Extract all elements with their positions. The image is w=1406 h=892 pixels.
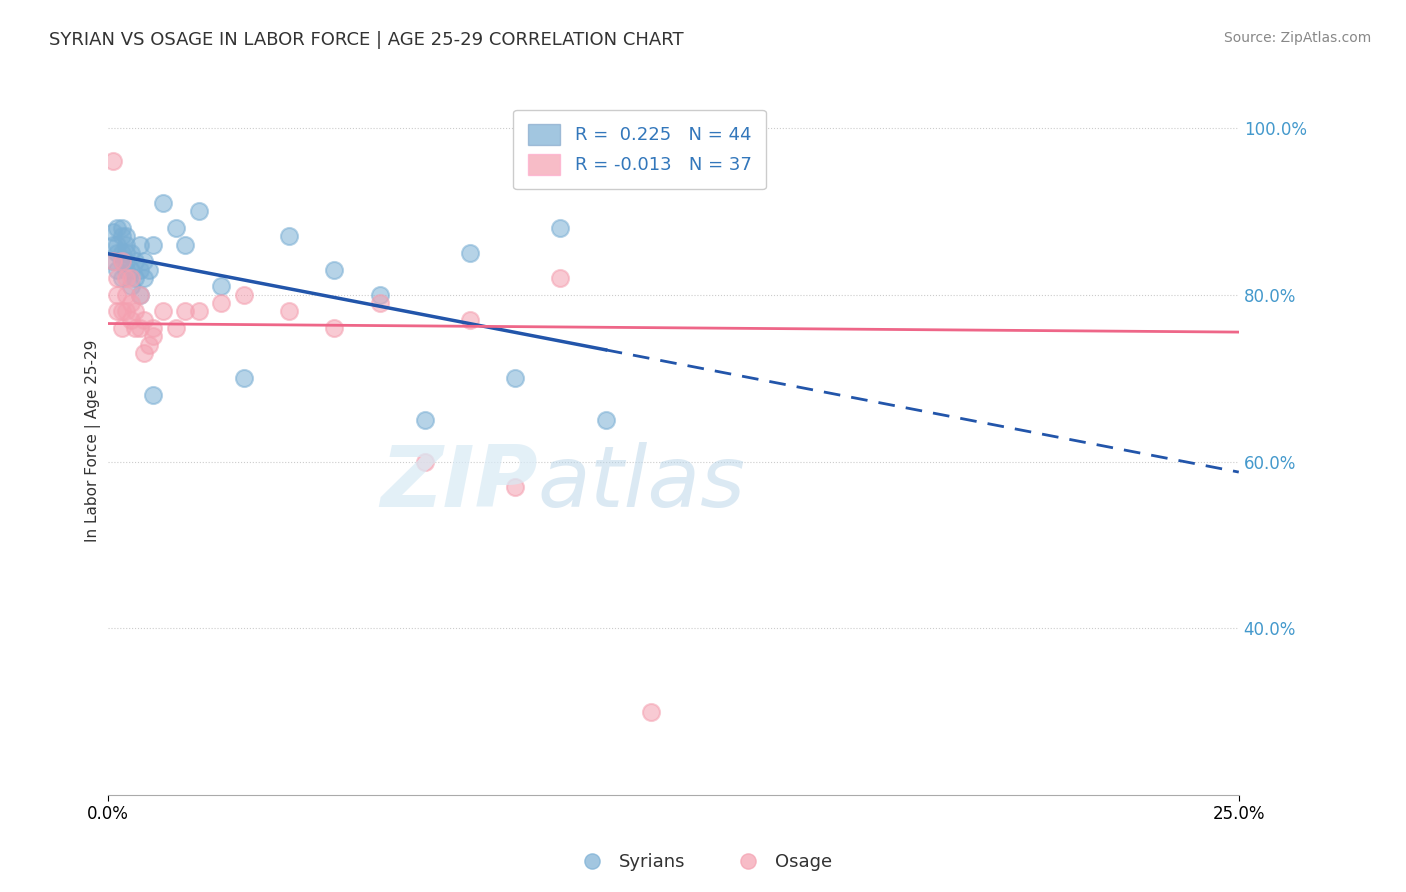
Point — [232, 371, 254, 385]
Point — [232, 287, 254, 301]
Point — [111, 246, 134, 260]
Point — [323, 321, 346, 335]
Point — [138, 262, 160, 277]
Point — [101, 254, 124, 268]
Point — [120, 262, 142, 277]
Point — [142, 321, 165, 335]
Text: atlas: atlas — [538, 442, 745, 524]
Point — [209, 296, 232, 310]
Point — [115, 229, 138, 244]
Point — [105, 262, 128, 277]
Point — [105, 246, 128, 260]
Point — [595, 413, 617, 427]
Point — [124, 271, 146, 285]
Point — [142, 388, 165, 402]
Point — [129, 262, 152, 277]
Point — [120, 271, 142, 285]
Point — [115, 254, 138, 268]
Point — [120, 279, 142, 293]
Point — [134, 271, 156, 285]
Point — [368, 287, 391, 301]
Point — [142, 329, 165, 343]
Point — [165, 321, 187, 335]
Text: SYRIAN VS OSAGE IN LABOR FORCE | AGE 25-29 CORRELATION CHART: SYRIAN VS OSAGE IN LABOR FORCE | AGE 25-… — [49, 31, 683, 49]
Point — [105, 221, 128, 235]
Point — [640, 705, 662, 719]
Point — [368, 296, 391, 310]
Point — [101, 254, 124, 268]
Point — [115, 304, 138, 318]
Point — [187, 204, 209, 219]
Point — [101, 154, 124, 169]
Point — [142, 237, 165, 252]
Point — [124, 254, 146, 268]
Point — [111, 321, 134, 335]
Point — [124, 304, 146, 318]
Point — [120, 246, 142, 260]
Y-axis label: In Labor Force | Age 25-29: In Labor Force | Age 25-29 — [86, 340, 101, 542]
Point — [101, 225, 124, 239]
Legend: Syrians, Osage: Syrians, Osage — [567, 847, 839, 879]
Point — [129, 287, 152, 301]
Point — [458, 313, 481, 327]
Text: ZIP: ZIP — [380, 442, 538, 524]
Point — [165, 221, 187, 235]
Point — [278, 304, 301, 318]
Point — [105, 304, 128, 318]
Point — [129, 321, 152, 335]
Point — [111, 229, 134, 244]
Point — [138, 338, 160, 352]
Point — [101, 237, 124, 252]
Point — [111, 254, 134, 268]
Point — [503, 371, 526, 385]
Point — [120, 313, 142, 327]
Point — [413, 454, 436, 468]
Point — [111, 254, 134, 268]
Point — [134, 254, 156, 268]
Point — [134, 313, 156, 327]
Point — [129, 237, 152, 252]
Point — [134, 346, 156, 360]
Point — [105, 287, 128, 301]
Point — [115, 262, 138, 277]
Point — [278, 229, 301, 244]
Point — [120, 296, 142, 310]
Point — [105, 271, 128, 285]
Point — [187, 304, 209, 318]
Point — [503, 479, 526, 493]
Legend: R =  0.225   N = 44, R = -0.013   N = 37: R = 0.225 N = 44, R = -0.013 N = 37 — [513, 110, 766, 189]
Point — [174, 237, 197, 252]
Point — [152, 304, 174, 318]
Point — [105, 237, 128, 252]
Point — [111, 271, 134, 285]
Text: Source: ZipAtlas.com: Source: ZipAtlas.com — [1223, 31, 1371, 45]
Point — [458, 246, 481, 260]
Point — [550, 271, 572, 285]
Point — [413, 413, 436, 427]
Point — [323, 262, 346, 277]
Point — [115, 237, 138, 252]
Point — [115, 287, 138, 301]
Point — [209, 279, 232, 293]
Point — [174, 304, 197, 318]
Point — [111, 304, 134, 318]
Point — [111, 221, 134, 235]
Point — [115, 246, 138, 260]
Point — [115, 271, 138, 285]
Point — [550, 221, 572, 235]
Point — [124, 321, 146, 335]
Point — [152, 196, 174, 211]
Point — [129, 287, 152, 301]
